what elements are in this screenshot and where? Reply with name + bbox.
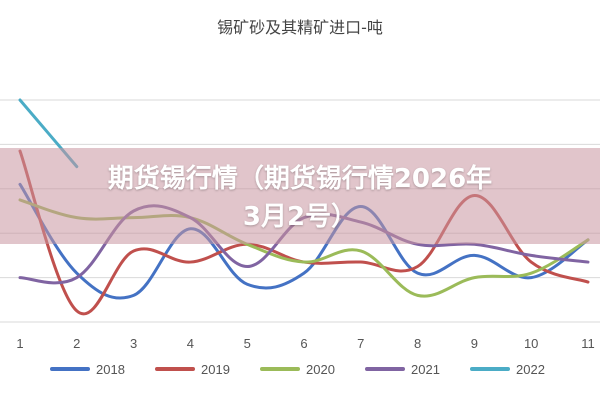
overlay-text: 期货锡行情（期货锡行情2026年 3月2号）: [0, 160, 600, 236]
legend-label: 2019: [201, 361, 230, 377]
x-tick-label: 3: [130, 336, 137, 351]
x-tick-label: 8: [414, 336, 421, 351]
legend-swatch: [155, 367, 195, 371]
legend-label: 2020: [306, 361, 335, 377]
legend-item-2021: 2021: [365, 358, 440, 380]
x-tick-label: 9: [471, 336, 478, 351]
series-line-2018: [18, 182, 590, 300]
chart-title: 锡矿砂及其精矿进口-吨: [217, 18, 383, 37]
legend: 2018 2019 2020 2021 2022: [0, 358, 600, 380]
legend-label: 2021: [411, 361, 440, 377]
x-tick-label: 1: [16, 336, 23, 351]
x-axis-ticks: 1 2 3 4 5 6 7 8 9 10 11: [16, 336, 594, 351]
legend-swatch: [50, 367, 90, 371]
overlay-line-1: 期货锡行情（期货锡行情2026年: [107, 164, 493, 194]
x-tick-label: 10: [524, 336, 538, 351]
legend-item-2018: 2018: [50, 358, 125, 380]
legend-label: 2018: [96, 361, 125, 377]
legend-item-2019: 2019: [155, 358, 230, 380]
overlay-line-2: 3月2号）: [242, 202, 358, 232]
legend-label: 2022: [516, 361, 545, 377]
legend-item-2022: 2022: [470, 358, 545, 380]
x-tick-label: 4: [187, 336, 194, 351]
overlay-banner: [0, 148, 600, 244]
x-tick-label: 5: [244, 336, 251, 351]
x-tick-label: 7: [357, 336, 364, 351]
legend-swatch: [470, 367, 510, 371]
x-tick-label: 6: [300, 336, 307, 351]
x-tick-label: 2: [73, 336, 80, 351]
legend-swatch: [365, 367, 405, 371]
legend-item-2020: 2020: [260, 358, 335, 380]
legend-swatch: [260, 367, 300, 371]
x-tick-label: 11: [581, 336, 595, 351]
